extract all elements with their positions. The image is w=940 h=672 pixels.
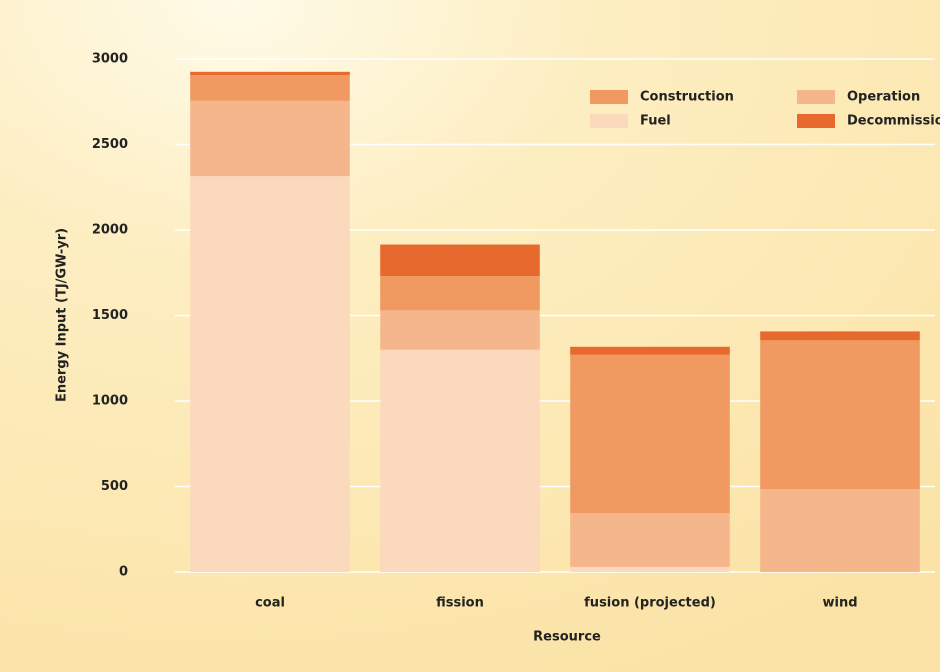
- bar-segment: [190, 100, 350, 177]
- bar-segment: [570, 354, 730, 514]
- bar-segment: [760, 331, 920, 341]
- y-tick-label: 0: [119, 565, 128, 580]
- x-axis-label: Resource: [533, 630, 601, 645]
- x-tick-label: coal: [255, 596, 285, 611]
- y-tick-label: 500: [101, 479, 128, 494]
- bar-segment: [380, 349, 540, 572]
- bar-segment: [380, 310, 540, 350]
- legend-swatch: [590, 114, 628, 128]
- bar-segment: [570, 566, 730, 572]
- x-tick-label: fission: [436, 596, 484, 611]
- legend-swatch: [797, 90, 835, 104]
- x-tick-label: fusion (projected): [584, 596, 716, 611]
- bar-segment: [760, 489, 920, 572]
- legend-label: Decommissioning: [847, 114, 940, 129]
- bar-segment: [760, 340, 920, 490]
- bar-segment: [570, 346, 730, 355]
- legend-label: Fuel: [640, 114, 671, 129]
- legend-label: Construction: [640, 90, 734, 105]
- y-tick-label: 3000: [92, 52, 128, 67]
- y-tick-label: 2000: [92, 223, 128, 238]
- bar-segment: [380, 244, 540, 277]
- bar-segment: [570, 513, 730, 567]
- y-tick-label: 2500: [92, 137, 128, 152]
- bar-segment: [190, 176, 350, 572]
- legend-label: Operation: [847, 90, 920, 105]
- bar-segment: [380, 276, 540, 311]
- bar-segment: [190, 75, 350, 101]
- x-tick-label: wind: [822, 596, 857, 611]
- y-axis-label: Energy Input (TJ/GW-yr): [55, 228, 70, 402]
- bar-segment: [190, 71, 350, 76]
- legend-swatch: [797, 114, 835, 128]
- y-tick-label: 1000: [92, 394, 128, 409]
- legend-swatch: [590, 90, 628, 104]
- y-tick-label: 1500: [92, 308, 128, 323]
